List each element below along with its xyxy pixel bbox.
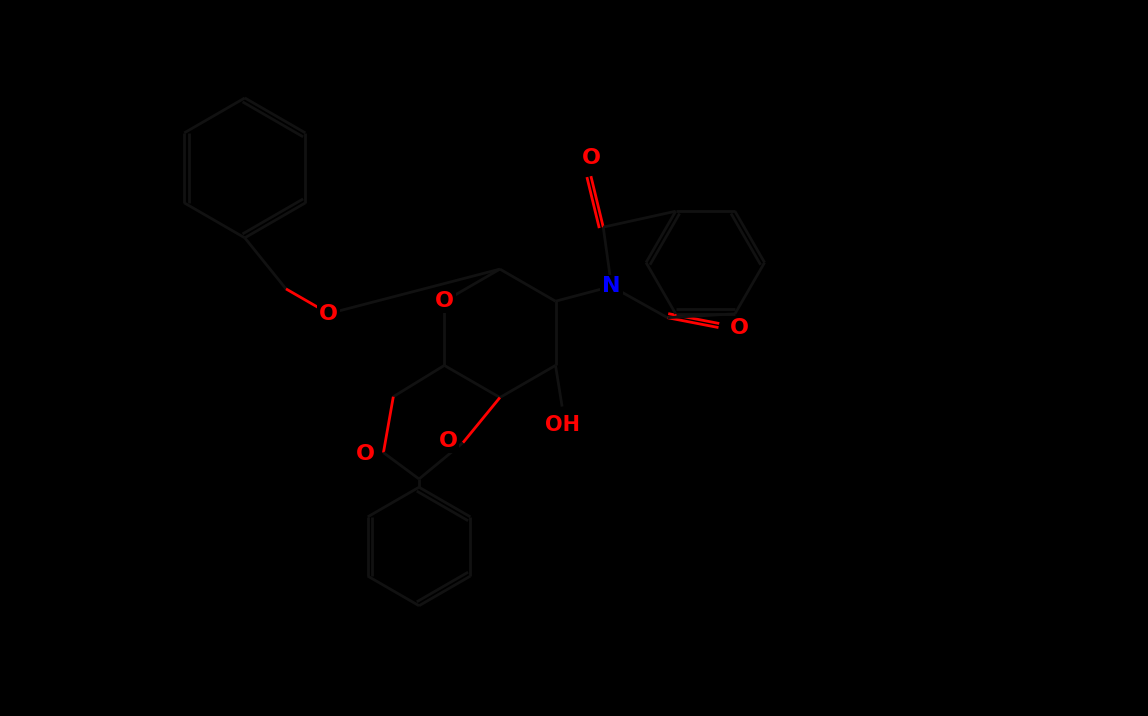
Text: OH: OH [544, 415, 580, 435]
Text: O: O [729, 318, 748, 337]
Text: O: O [319, 304, 339, 324]
Text: O: O [356, 445, 375, 464]
Text: N: N [603, 276, 621, 296]
Text: O: O [435, 291, 453, 311]
Text: O: O [439, 431, 458, 451]
Text: O: O [581, 148, 600, 168]
